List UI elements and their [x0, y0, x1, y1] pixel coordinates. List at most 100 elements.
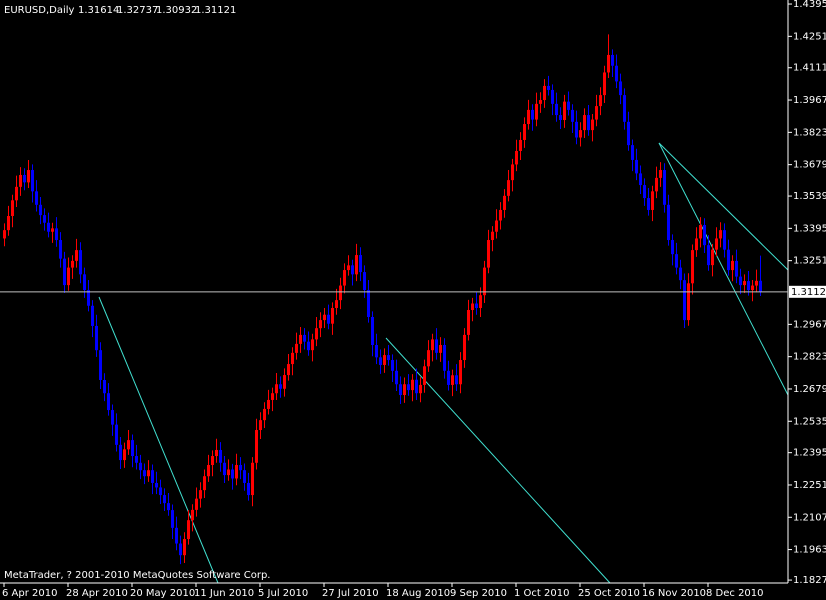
candle-body	[307, 341, 310, 351]
candle-body	[215, 449, 218, 457]
candle-body	[363, 272, 366, 291]
candle-body	[227, 469, 230, 476]
candle-body	[523, 124, 526, 140]
candle-body	[3, 230, 6, 239]
candle-body	[711, 249, 714, 266]
candle-body	[451, 375, 454, 385]
candle-body	[643, 185, 646, 199]
y-tick-label: 1.33950	[793, 223, 826, 234]
candle-body	[503, 195, 506, 210]
y-tick-label: 1.26790	[793, 384, 826, 395]
candle-body	[99, 350, 102, 380]
price-label: 1.31121	[791, 287, 826, 298]
candle-body	[387, 355, 390, 361]
candle-body	[67, 267, 70, 286]
candle-body	[219, 449, 222, 463]
candle-body	[375, 344, 378, 358]
candle-body	[583, 115, 586, 131]
candle-body	[47, 222, 50, 232]
candle-body	[507, 180, 510, 196]
candle-body	[631, 145, 634, 160]
x-tick-label: 5 Jul 2010	[258, 588, 308, 599]
chart-title: EURUSD,Daily	[4, 5, 75, 16]
candle-body	[155, 482, 158, 488]
candle-body	[299, 334, 302, 344]
candle-body	[511, 164, 514, 181]
candle-body	[315, 328, 318, 340]
candle-body	[395, 370, 398, 385]
trendline	[98, 296, 219, 584]
y-tick-label: 1.23950	[793, 448, 826, 459]
candle-body	[399, 384, 402, 396]
candle-body	[735, 260, 738, 277]
candle-body	[587, 115, 590, 131]
candle-body	[119, 444, 122, 461]
x-tick-label: 6 Apr 2010	[2, 588, 57, 599]
x-tick-label: 20 May 2010	[130, 588, 195, 599]
candle-body	[407, 384, 410, 391]
candle-body	[35, 191, 38, 205]
candle-body	[347, 265, 350, 271]
candle-body	[403, 384, 406, 396]
candle-body	[679, 267, 682, 281]
candle-body	[479, 295, 482, 308]
candle-body	[615, 65, 618, 82]
candle-body	[415, 379, 418, 394]
candle-body	[223, 462, 226, 476]
candle-body	[203, 476, 206, 491]
candle-body	[355, 255, 358, 275]
candle-body	[671, 240, 674, 255]
x-tick-label: 25 Oct 2010	[578, 588, 640, 599]
candle-body	[251, 462, 254, 496]
candle-body	[543, 85, 546, 101]
y-tick-label: 1.19630	[793, 545, 826, 556]
candle-body	[627, 121, 630, 146]
candle-body	[183, 539, 186, 556]
candle-body	[287, 364, 290, 376]
candle-body	[495, 220, 498, 232]
y-tick-label: 1.43950	[793, 0, 826, 10]
candle-body	[275, 384, 278, 394]
last-close: 1.31121	[195, 5, 236, 16]
candle-body	[271, 393, 274, 400]
candle-body	[379, 357, 382, 365]
candle-body	[91, 305, 94, 326]
candle-body	[483, 267, 486, 296]
y-tick-label: 1.35390	[793, 191, 826, 202]
candle-body	[343, 270, 346, 286]
candle-body	[663, 170, 666, 205]
candle-body	[71, 260, 74, 268]
candle-body	[739, 276, 742, 286]
candle-body	[127, 440, 130, 450]
y-tick-label: 1.25350	[793, 416, 826, 427]
candle-body	[715, 238, 718, 250]
candle-body	[31, 170, 34, 192]
candle-body	[411, 379, 414, 391]
candle-body	[87, 290, 90, 306]
candle-body	[647, 198, 650, 210]
candle-body	[591, 119, 594, 131]
candle-body	[123, 449, 126, 461]
candle-body	[11, 200, 14, 217]
candle-body	[159, 487, 162, 496]
candle-body	[167, 503, 170, 511]
candle-body	[467, 310, 470, 335]
candle-body	[43, 215, 46, 223]
candle-body	[131, 440, 134, 457]
candle-body	[187, 520, 190, 540]
last-high: 1.32737	[117, 5, 158, 16]
candle-body	[447, 370, 450, 385]
x-tick-label: 28 Apr 2010	[66, 588, 128, 599]
price-label-box	[789, 285, 826, 298]
candle-body	[79, 250, 82, 275]
x-tick-label: 1 Oct 2010	[514, 588, 569, 599]
candle-body	[699, 224, 702, 239]
candle-body	[619, 81, 622, 96]
candle-body	[311, 339, 314, 351]
candle-body	[751, 285, 754, 291]
candle-body	[63, 258, 66, 286]
candle-body	[559, 115, 562, 121]
y-tick-label: 1.18270	[793, 575, 826, 586]
x-tick-label: 18 Aug 2010	[386, 588, 450, 599]
candle-body	[211, 456, 214, 466]
